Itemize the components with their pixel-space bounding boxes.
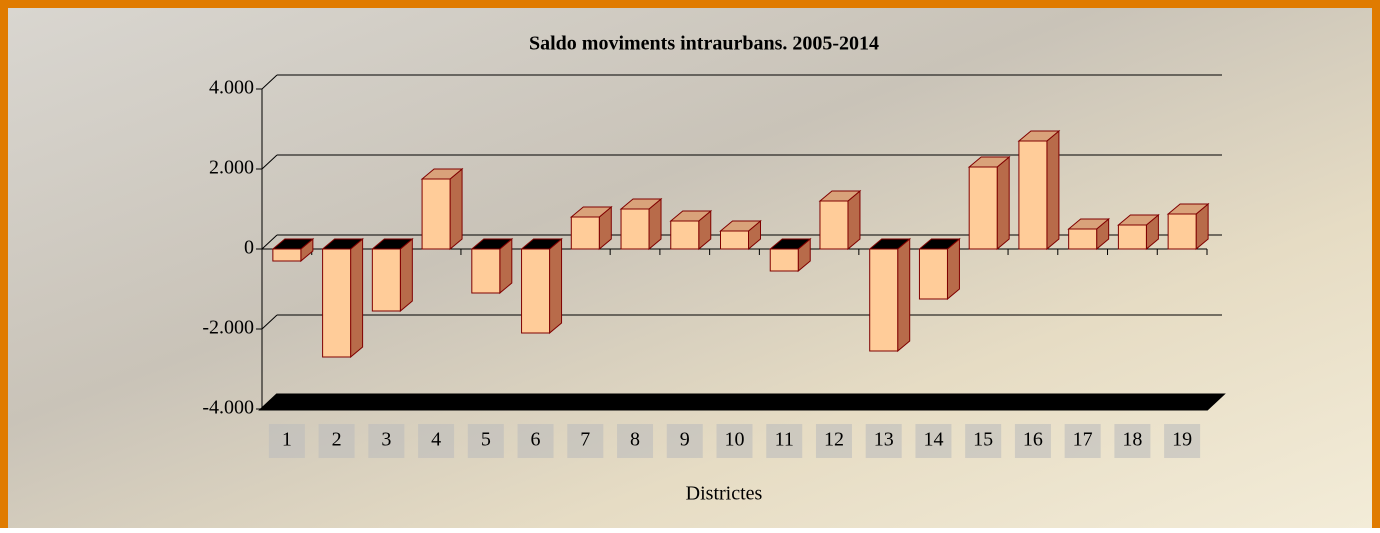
bar-side bbox=[400, 239, 412, 311]
x-tick-label: 4 bbox=[431, 429, 441, 451]
bar bbox=[522, 249, 550, 333]
bar bbox=[1019, 141, 1047, 249]
bar bbox=[721, 231, 749, 249]
bar-side bbox=[351, 239, 363, 357]
y-tick-label: -4.000 bbox=[202, 397, 254, 419]
bar bbox=[870, 249, 898, 351]
x-tick-label: 13 bbox=[874, 429, 894, 451]
bar-side bbox=[450, 169, 462, 249]
bar bbox=[571, 217, 599, 249]
bar bbox=[820, 201, 848, 249]
x-tick-label: 11 bbox=[775, 429, 794, 451]
bar bbox=[372, 249, 400, 311]
x-tick-label: 14 bbox=[923, 429, 943, 451]
x-tick-label: 7 bbox=[580, 429, 590, 451]
bar bbox=[1069, 229, 1097, 249]
bar bbox=[1168, 214, 1196, 249]
x-tick-label: 19 bbox=[1172, 429, 1192, 451]
x-tick-label: 2 bbox=[332, 429, 342, 451]
bar-side bbox=[550, 239, 562, 333]
x-axis-title: Districtes bbox=[686, 483, 763, 505]
floor bbox=[262, 395, 1222, 409]
bar bbox=[422, 179, 450, 249]
chart-title: Saldo moviments intraurbans. 2005-2014 bbox=[529, 33, 879, 55]
bar-side bbox=[997, 157, 1009, 249]
bar-side bbox=[898, 239, 910, 351]
y-tick-label: 2.000 bbox=[209, 157, 254, 179]
x-tick-label: 1 bbox=[282, 429, 292, 451]
bar bbox=[770, 249, 798, 271]
x-tick-label: 18 bbox=[1122, 429, 1142, 451]
bar bbox=[919, 249, 947, 299]
bar bbox=[969, 167, 997, 249]
x-tick-label: 9 bbox=[680, 429, 690, 451]
bar-side bbox=[1047, 131, 1059, 249]
x-tick-label: 5 bbox=[481, 429, 491, 451]
bar bbox=[621, 209, 649, 249]
x-tick-label: 3 bbox=[381, 429, 391, 451]
x-tick-label: 17 bbox=[1073, 429, 1093, 451]
bar bbox=[273, 249, 301, 261]
y-tick-label: -2.000 bbox=[202, 317, 254, 339]
x-tick-label: 10 bbox=[725, 429, 745, 451]
y-tick-label: 0 bbox=[244, 237, 254, 259]
x-tick-label: 15 bbox=[973, 429, 993, 451]
x-tick-label: 12 bbox=[824, 429, 844, 451]
bar bbox=[1118, 225, 1146, 249]
bar bbox=[323, 249, 351, 357]
bar bbox=[472, 249, 500, 293]
bar bbox=[671, 221, 699, 249]
chart: Saldo moviments intraurbans. 2005-2014 D… bbox=[0, 0, 1380, 528]
y-tick-label: 4.000 bbox=[209, 77, 254, 99]
x-tick-label: 6 bbox=[531, 429, 541, 451]
x-tick-label: 16 bbox=[1023, 429, 1043, 451]
x-tick-label: 8 bbox=[630, 429, 640, 451]
